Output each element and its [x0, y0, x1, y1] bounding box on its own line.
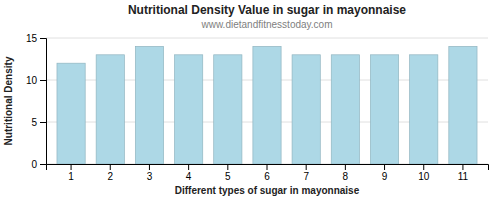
tick-label: 2 — [107, 171, 113, 182]
tick-label: 10 — [26, 75, 38, 86]
subtitle: www.dietandfitnesstoday.com — [201, 19, 333, 30]
tick-mark — [306, 164, 307, 170]
x-axis-title: Different types of sugar in mayonnaise — [175, 185, 360, 196]
tick-label: 9 — [382, 171, 388, 182]
x-tick: 1 — [68, 164, 74, 182]
tick-label: 3 — [147, 171, 153, 182]
tick-label: 5 — [225, 171, 231, 182]
x-tick: 10 — [418, 164, 430, 182]
y-axis: 0 5 10 15 — [26, 33, 47, 170]
tick-mark — [462, 164, 463, 170]
tick-label: 11 — [458, 171, 469, 182]
x-tick: 9 — [382, 164, 388, 182]
x-tick: 6 — [264, 164, 270, 182]
axis-line — [40, 39, 47, 165]
plot: 1 2 3 4 5 6 7 8 9 10 11 0 5 10 15 — [26, 33, 489, 182]
tick-mark — [110, 164, 111, 170]
tick-mark — [345, 164, 346, 170]
bar — [253, 46, 281, 164]
x-axis: 1 2 3 4 5 6 7 8 9 10 11 — [47, 164, 489, 182]
y-tick: 0 — [31, 159, 46, 170]
y-tick: 5 — [31, 117, 46, 128]
bar — [214, 55, 242, 164]
bar — [331, 55, 359, 164]
bar — [175, 55, 203, 164]
x-tick: 2 — [107, 164, 113, 182]
x-tick: 4 — [186, 164, 192, 182]
bar — [449, 46, 477, 164]
bar — [135, 46, 163, 164]
tick-mark — [40, 122, 46, 123]
tick-mark — [71, 164, 72, 170]
x-tick: 11 — [458, 164, 469, 182]
y-tick: 15 — [26, 33, 46, 44]
tick-mark — [149, 164, 150, 170]
title: Nutritional Density Value in sugar in ma… — [128, 3, 406, 17]
tick-label: 5 — [31, 117, 37, 128]
y-tick: 10 — [26, 75, 46, 86]
tick-mark — [384, 164, 385, 170]
tick-label: 1 — [68, 171, 74, 182]
tick-label: 7 — [303, 171, 309, 182]
bar — [370, 55, 398, 164]
bar — [292, 55, 320, 164]
grid — [46, 38, 488, 164]
tick-mark — [267, 164, 268, 170]
x-tick: 3 — [147, 164, 153, 182]
bars — [57, 46, 477, 164]
tick-mark — [227, 164, 228, 170]
bar — [410, 55, 438, 164]
bar — [57, 63, 85, 164]
tick-mark — [40, 38, 46, 39]
bar — [96, 55, 124, 164]
tick-label: 8 — [343, 171, 349, 182]
tick-mark — [40, 80, 46, 81]
chart: 1 2 3 4 5 6 7 8 9 10 11 0 5 10 15 Nutritional Density V… — [0, 0, 500, 200]
tick-label: 15 — [26, 33, 38, 44]
tick-mark — [188, 164, 189, 170]
y-axis-title: Nutritional Density — [3, 56, 14, 145]
axis-line — [47, 165, 489, 171]
tick-mark — [40, 164, 46, 165]
tick-label: 6 — [264, 171, 270, 182]
tick-label: 4 — [186, 171, 192, 182]
grid-line — [46, 38, 488, 39]
tick-label: 0 — [31, 159, 37, 170]
x-tick: 5 — [225, 164, 231, 182]
x-tick: 7 — [303, 164, 309, 182]
x-tick: 8 — [343, 164, 349, 182]
tick-mark — [423, 164, 424, 170]
tick-label: 10 — [418, 171, 430, 182]
